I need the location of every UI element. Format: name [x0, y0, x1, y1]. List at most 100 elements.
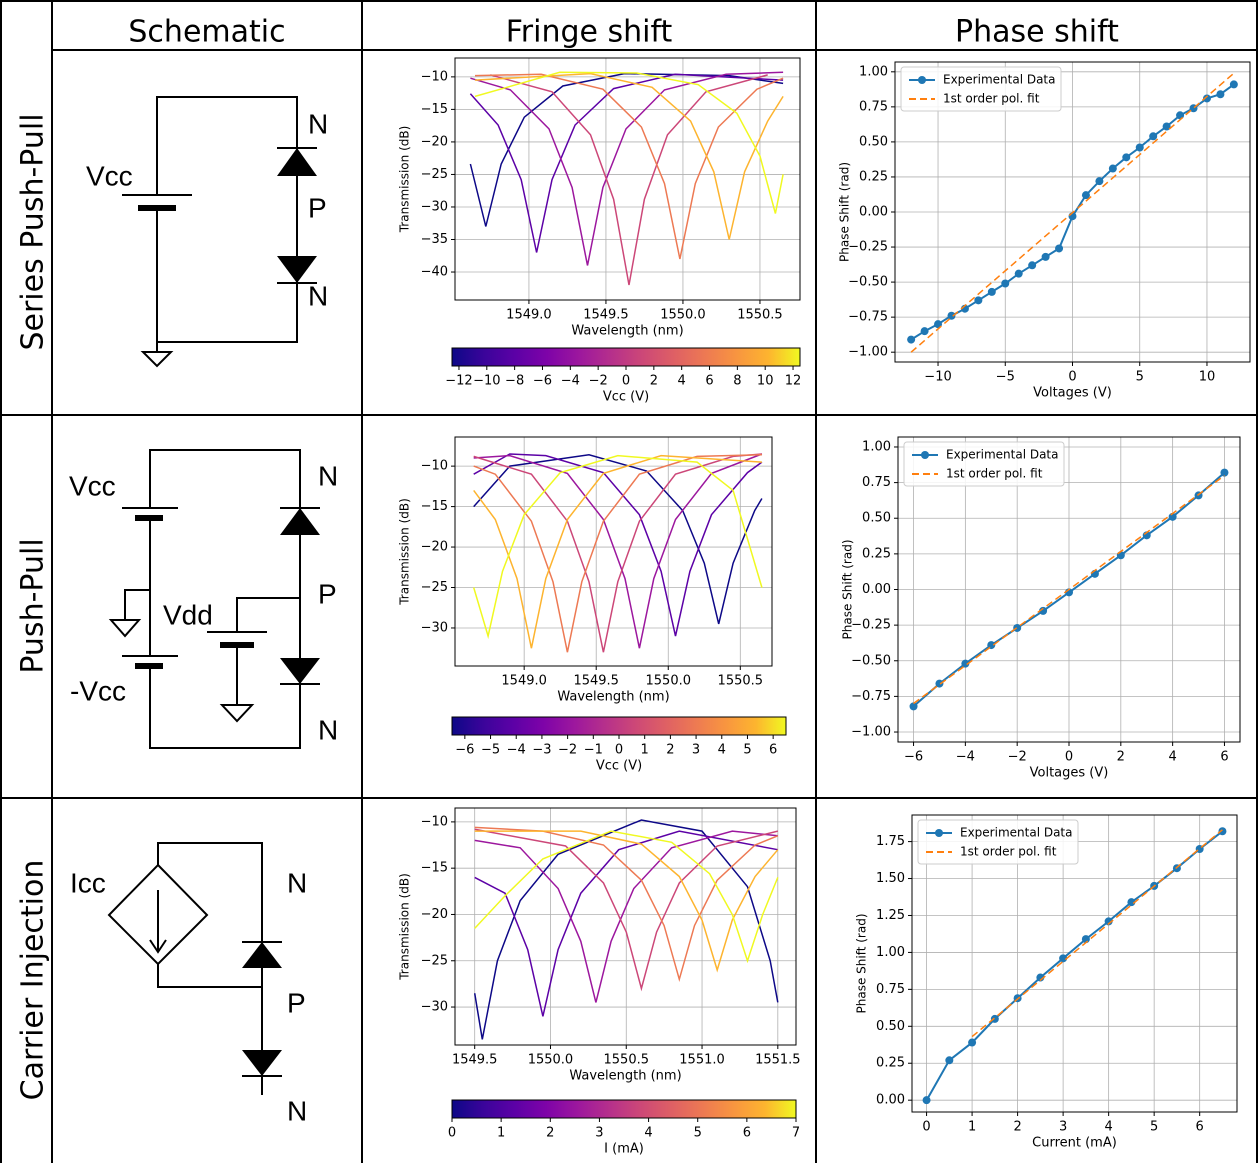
- series-line: [473, 454, 762, 653]
- y-tick-label: 1.00: [876, 945, 905, 960]
- y-axis-label: Phase Shift (rad): [855, 913, 869, 1013]
- colorbar-tick-label: 0: [615, 743, 623, 758]
- x-tick-label: 1549.0: [506, 308, 552, 323]
- data-point: [1220, 468, 1229, 477]
- colorbar-tick-label: 3: [595, 1126, 603, 1141]
- x-tick-label: 6: [1220, 750, 1228, 765]
- y-tick-label: −15: [421, 499, 448, 514]
- y-tick-label: −0.25: [851, 618, 891, 633]
- x-tick-label: −6: [904, 750, 923, 765]
- y-tick-label: −10: [421, 459, 448, 474]
- y-tick-label: −0.50: [851, 653, 891, 668]
- colorbar-label: Vcc (V): [603, 390, 649, 405]
- schematic-label: -Vcc: [70, 675, 126, 706]
- colorbar-tick-label: −4: [507, 743, 526, 758]
- y-tick-label: −20: [421, 907, 448, 922]
- series-line: [474, 830, 778, 1017]
- x-axis-label: Current (mA): [1032, 1136, 1117, 1151]
- x-tick-label: 1549.5: [573, 674, 619, 689]
- x-tick-label: 3: [1059, 1120, 1067, 1135]
- schematic-label: Vcc: [86, 160, 133, 191]
- colorbar: [451, 347, 801, 367]
- legend-marker: [935, 829, 943, 837]
- series-line: [474, 828, 778, 992]
- data-point: [1202, 94, 1211, 103]
- legend-box: [903, 441, 1065, 487]
- data-point: [935, 679, 944, 688]
- data-point: [1014, 269, 1023, 278]
- colorbar-tick-label: 4: [678, 374, 686, 389]
- data-point: [987, 287, 996, 296]
- data-point: [909, 702, 918, 711]
- colorbar-tick-label: 1: [497, 1126, 505, 1141]
- legend-box: [917, 819, 1079, 865]
- schematic-label: N: [287, 867, 307, 898]
- x-tick-label: 10: [1199, 370, 1216, 385]
- colorbar-tick-label: −12: [445, 374, 472, 389]
- series-line: [474, 71, 784, 214]
- row-label: Push-Pull: [16, 538, 51, 673]
- y-tick-label: −15: [421, 861, 448, 876]
- colorbar-tick-label: 6: [769, 743, 777, 758]
- y-tick-label: −0.75: [848, 310, 888, 325]
- colorbar-label: Vcc (V): [596, 759, 642, 774]
- x-tick-label: 1550.5: [737, 308, 783, 323]
- row-label: Carrier Injection: [16, 860, 51, 1101]
- x-tick-label: 1549.5: [583, 308, 629, 323]
- y-tick-label: 1.25: [876, 908, 905, 923]
- colorbar: [451, 1099, 797, 1119]
- data-point: [1081, 935, 1090, 944]
- colorbar-tick-label: 10: [757, 374, 774, 389]
- series-line: [473, 454, 762, 649]
- series-line: [913, 474, 1225, 705]
- y-tick-label: −0.75: [851, 689, 891, 704]
- data-point: [1218, 827, 1227, 836]
- plot-frame: [454, 57, 801, 301]
- x-tick-label: 6: [1196, 1120, 1204, 1135]
- plot-frame: [911, 814, 1238, 1113]
- x-tick-label: 5: [1136, 370, 1144, 385]
- plot-lines: [472, 453, 763, 653]
- schematic: Vcc N P N: [86, 96, 328, 368]
- x-tick-label: 1: [968, 1120, 976, 1135]
- data-point: [1116, 551, 1125, 560]
- colorbar-label: I (mA): [604, 1142, 644, 1157]
- colorbar-tick-label: −3: [532, 743, 551, 758]
- x-tick-label: 1551.5: [755, 1053, 801, 1068]
- x-tick-label: 5: [1150, 1120, 1158, 1135]
- x-axis-label: Voltages (V): [1030, 766, 1109, 781]
- schematic: Vcc Vdd -Vcc N P N: [69, 449, 338, 749]
- colorbar-tick-label: 5: [694, 1126, 702, 1141]
- x-tick-label: −4: [956, 750, 975, 765]
- y-tick-label: 0.75: [862, 475, 891, 490]
- colorbar-tick-label: 8: [733, 374, 741, 389]
- series-line: [474, 73, 784, 260]
- colorbar-tick-label: 6: [743, 1126, 751, 1141]
- colorbar-tick-label: −8: [505, 374, 524, 389]
- plot-frame: [894, 61, 1251, 363]
- x-tick-label: 1550.0: [646, 674, 692, 689]
- series-line: [469, 73, 784, 253]
- y-tick-label: −20: [421, 134, 448, 149]
- colorbar-tick-label: −10: [473, 374, 500, 389]
- x-tick-label: 2: [1117, 750, 1125, 765]
- x-tick-label: −5: [996, 370, 1015, 385]
- schematic-label: N: [308, 108, 328, 139]
- data-point: [1216, 90, 1225, 99]
- data-point: [1162, 122, 1171, 131]
- colorbar-tick-label: −6: [455, 743, 474, 758]
- schematic-label: P: [308, 192, 327, 223]
- data-point: [1135, 143, 1144, 152]
- data-point: [920, 327, 929, 336]
- y-tick-label: −10: [421, 69, 448, 84]
- data-point: [990, 1014, 999, 1023]
- legend-marker: [918, 76, 926, 84]
- colorbar-tick-label: 1: [641, 743, 649, 758]
- x-tick-label: 2: [1013, 1120, 1021, 1135]
- schematic-label: N: [318, 460, 338, 491]
- data-point: [1055, 244, 1064, 253]
- header: Fringe shift: [506, 15, 673, 50]
- series-line: [473, 819, 779, 1040]
- y-tick-label: 0.75: [876, 982, 905, 997]
